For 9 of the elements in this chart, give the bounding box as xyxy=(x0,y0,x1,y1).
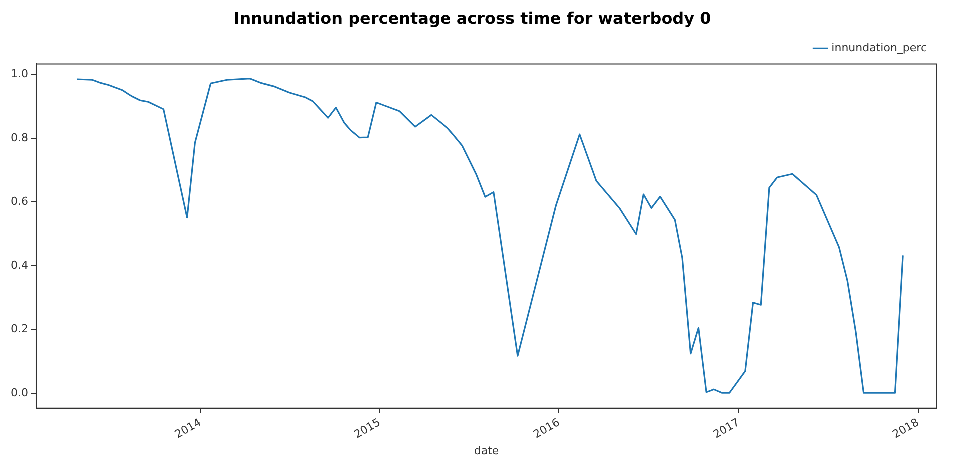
y-tick-label: 0.2 xyxy=(10,322,28,336)
y-tick-label: 1.0 xyxy=(10,68,28,81)
y-tick-label: 0.4 xyxy=(10,258,28,272)
y-tick-label: 0.8 xyxy=(10,131,28,144)
y-tick-label: 0.0 xyxy=(10,386,28,400)
chart-title: Innundation percentage across time for waterbody 0 xyxy=(234,8,712,28)
legend-label: innundation_perc xyxy=(832,42,928,55)
x-axis-title: date xyxy=(474,444,500,458)
y-tick-label: 0.6 xyxy=(10,195,28,208)
